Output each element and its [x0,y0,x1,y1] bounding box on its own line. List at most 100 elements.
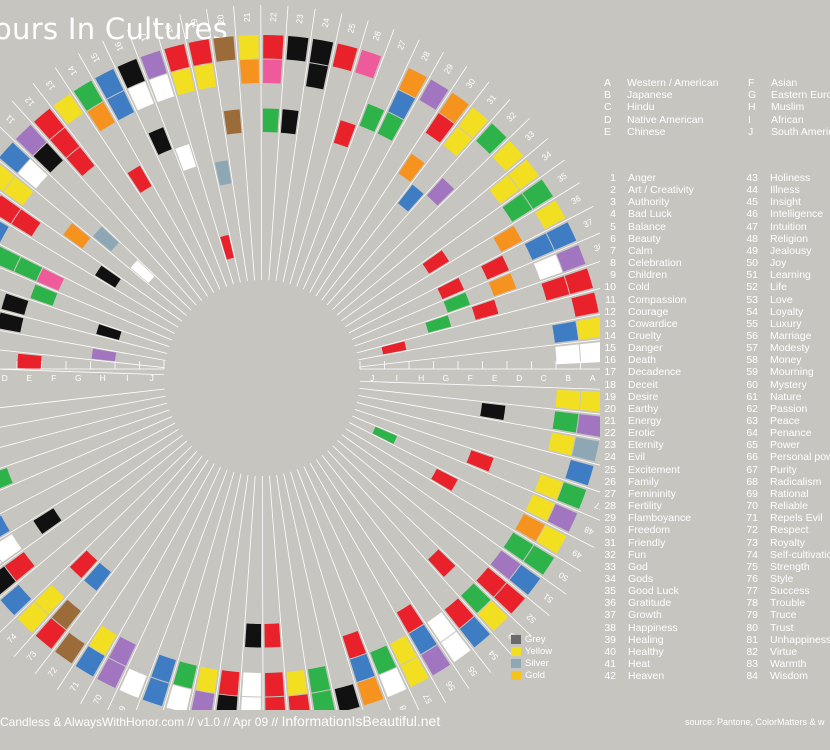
cell-meaning-48-culture-A [547,504,578,532]
spoke-number-label: 58 [397,704,410,710]
cell-meaning-68-culture-A [142,677,169,707]
meaning-label: Learning [770,269,811,282]
meaning-number: 21 [604,415,616,427]
meaning-label: Flamboyance [628,512,692,525]
meaning-label: Mourning [770,366,814,379]
spoke-number-label: 74 [5,631,19,645]
cell-meaning-67-culture-B [173,661,197,689]
cell-meaning-80-culture-C [0,467,13,489]
meaning-number: 59 [746,366,758,379]
meaning-label: Money [770,354,802,367]
spoke-divider [282,13,343,283]
cell-meaning-18-culture-A [164,43,190,72]
culture-letter: B [604,89,612,102]
spoke-number-label: 51 [541,591,555,605]
ring-letter-label: H [100,373,106,383]
color-key-label: Silver [525,658,549,669]
meaning-label: Passion [770,402,808,415]
culture-letter: G [748,89,757,102]
culture-letter: F [748,77,755,89]
meaning-label: Success [770,585,810,598]
spoke-number-label: 16 [112,40,125,53]
meaning-legend-item: 22 Erotic [592,427,655,439]
cell-meaning-28-culture-B [388,90,416,120]
cell-meaning-30-culture-A [439,92,469,124]
meaning-label: Cowardice [628,317,678,330]
meaning-number: 63 [746,415,758,427]
spoke-divider [0,409,170,469]
meaning-number: 28 [604,500,616,513]
meaning-label: Happiness [628,621,678,634]
spoke-divider [349,422,595,548]
ring-letter-label: E [492,373,498,383]
cell-meaning-44-culture-A [576,414,600,437]
meaning-number: 71 [746,512,758,525]
cell-meaning-10-culture-A [0,142,30,173]
cell-meaning-38-culture-B [533,254,563,280]
meaning-label: Jealousy [770,244,812,257]
meaning-legend-item: 25 Excitement [592,464,680,476]
cell-meaning-52-culture-A [494,583,525,614]
spoke-divider [356,402,600,466]
culture-legend-item: D Native American [604,114,703,126]
spoke-divider [302,39,420,290]
cell-meaning-6-culture-E [36,268,64,291]
meaning-number: 1 [610,172,616,184]
color-key-item: Gold [511,670,552,682]
spoke-divider [238,475,256,710]
meaning-label: Family [628,475,659,488]
meaning-number: 58 [746,354,758,367]
cell-meaning-56-culture-B [409,624,437,655]
color-key-item: Yellow [511,646,552,658]
cell-meaning-61-culture-A [311,690,335,710]
meaning-number: 68 [746,475,758,488]
cell-meaning-19-culture-F [214,160,232,186]
spoke-number-label: 71 [68,680,82,694]
spoke-divider [356,288,600,354]
meaning-number: 83 [746,658,758,670]
cell-meaning-29-culture-A [419,79,449,110]
meaning-number: 15 [604,342,616,355]
spoke-divider [102,40,221,290]
cell-meaning-56-culture-C [396,604,424,633]
color-swatch [511,670,521,680]
meaning-number: 12 [604,305,616,318]
meaning-number: 56 [746,329,758,342]
spoke-divider [56,459,209,690]
cell-meaning-31-culture-A [458,107,489,138]
meaning-label: Trust [770,621,794,634]
spoke-divider [127,29,228,287]
cell-meaning-17-culture-E [175,144,197,171]
cell-meaning-14-culture-B [87,101,115,132]
meaning-number: 25 [604,463,616,476]
meaning-label: Strength [770,560,810,573]
spoke-number-label: 73 [25,649,39,663]
cell-meaning-60-culture-A [334,684,360,710]
meaning-number: 11 [605,293,616,306]
cell-meaning-23-culture-A [286,36,309,62]
meaning-legend-item: 38 Happiness [592,621,678,634]
meaning-legend-item: 39 Healing [592,634,663,646]
meaning-legend-item: 53 Love [734,294,792,306]
cell-meaning-36-culture-C [493,225,523,252]
footer-site-link[interactable]: InformationIsBeautiful.net [281,713,441,729]
cell-meaning-55-culture-B [427,612,456,642]
spoke-divider [348,206,594,334]
cell-meaning-11-culture-A [15,124,47,156]
ring-letter-label: A [590,373,596,383]
spoke-divider [0,160,187,316]
cell-meaning-35-culture-A [522,179,553,209]
meaning-number: 22 [604,427,616,440]
meaning-legend-item: 26 Family [592,476,659,488]
cell-meaning-65-culture-A [216,694,238,710]
cell-meaning-38-culture-D [488,273,517,297]
meaning-legend-item: 18 Deceit [592,379,657,391]
meaning-label: Religion [770,232,808,245]
cell-meaning-33-culture-A [492,140,524,172]
cell-meaning-53-culture-A [477,600,509,632]
ring-letter-label: F [468,373,473,383]
spoke-divider [0,395,166,428]
spoke-number-label: 35 [555,170,569,184]
meaning-number: 33 [604,560,616,573]
meaning-label: Style [770,572,794,585]
